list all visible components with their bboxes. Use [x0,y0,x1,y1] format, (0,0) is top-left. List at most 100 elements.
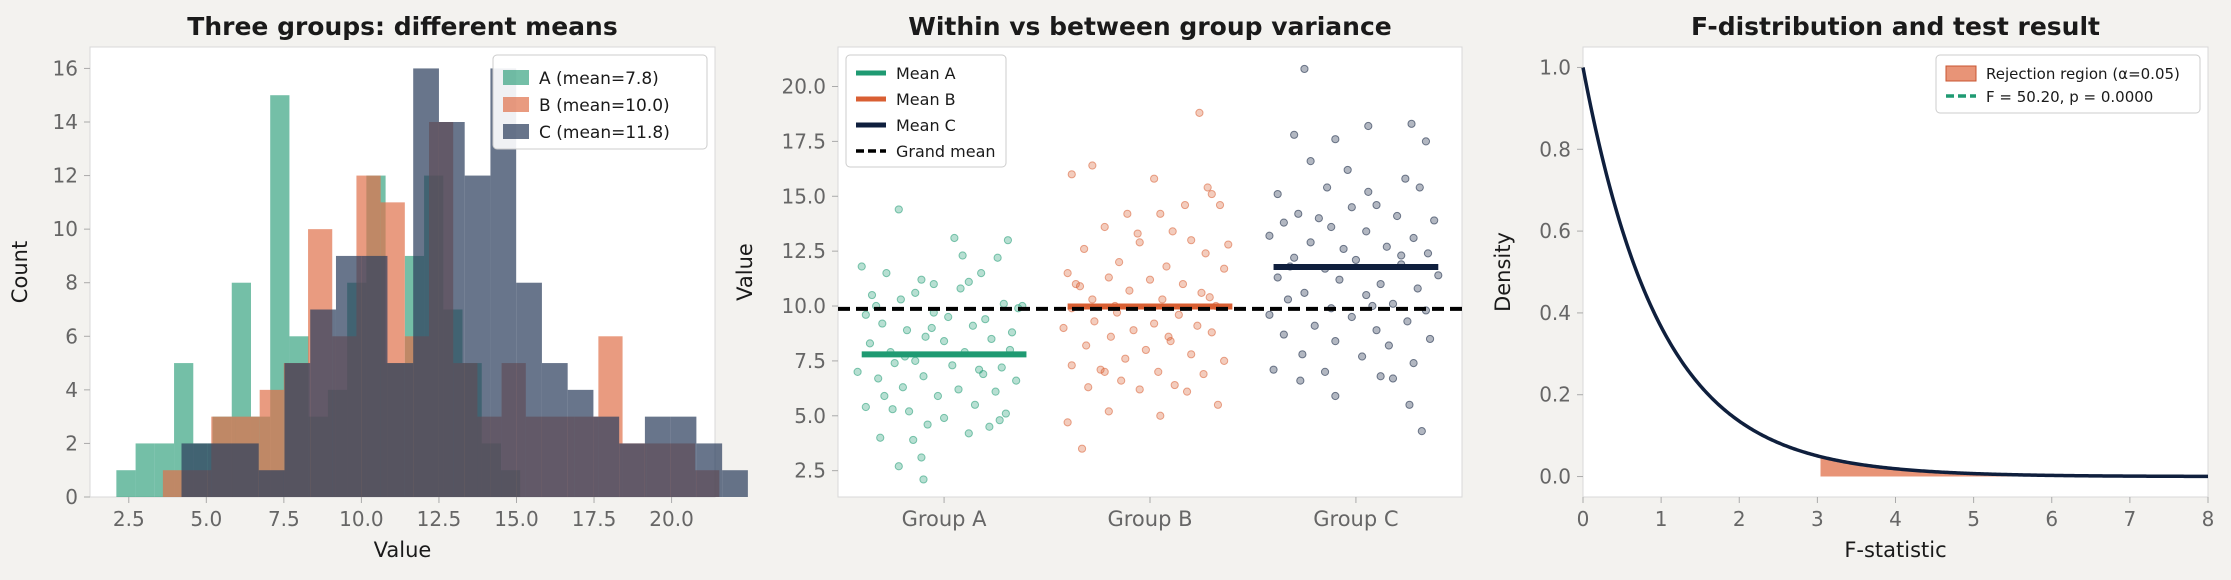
data-point [1205,293,1214,302]
data-point [1199,369,1208,379]
data-point [1168,227,1177,236]
data-point [995,416,1004,425]
data-point [1372,200,1381,210]
data-point [1075,282,1085,291]
data-point [902,326,912,335]
y-tick-label: 15.0 [781,184,826,208]
data-point [1294,209,1303,218]
data-point [1207,328,1216,337]
data-point [1298,350,1307,359]
histogram-bar [207,443,233,497]
y-tick-label: 2.5 [794,459,826,483]
data-point [1310,321,1319,330]
data-point [1182,387,1192,396]
data-point [1088,161,1097,170]
data-point [1327,222,1336,232]
y-tick-label: 20.0 [781,75,826,99]
x-axis-label: F-statistic [1844,538,1946,562]
density-curve [1581,67,2208,479]
data-point [1320,367,1330,376]
legend-label: A (mean=7.8) [539,69,659,89]
histogram-bar [464,175,491,498]
data-point [1158,295,1167,304]
data-point [1401,174,1410,183]
plot-area [1582,46,2209,498]
data-point [1347,203,1356,212]
data-point [927,323,936,333]
histogram-bar [516,282,542,497]
data-point [1121,354,1130,363]
data-point [1125,286,1134,295]
chart-title: F-distribution and test result [1691,12,2100,41]
data-point [1213,400,1223,409]
y-tick-label: 0.6 [1539,219,1571,243]
data-point [964,429,973,438]
legend-label: Mean C [896,116,956,135]
y-tick-label: 0.4 [1539,301,1571,325]
data-point [1170,380,1179,390]
data-point [1314,214,1323,223]
data-point [878,319,887,328]
x-tick-label: 7 [2124,507,2137,531]
data-point [1382,242,1391,251]
legend-box [492,54,708,150]
data-point [1357,352,1367,361]
data-point [1290,130,1299,139]
data-point [1100,222,1109,232]
x-tick-label: 15.0 [494,507,539,531]
y-tick-label: 0.2 [1539,383,1571,407]
data-point [1269,365,1278,374]
data-point [1059,323,1068,333]
data-point [1273,189,1282,199]
data-point [1265,310,1274,319]
data-point [929,279,938,289]
histogram-bar [722,470,748,497]
data-point [1003,236,1013,245]
data-point [876,433,885,442]
data-point [1220,264,1229,273]
data-point [1331,391,1340,401]
y-tick-label: 10 [53,217,78,241]
y-tick-label: 1.0 [1539,55,1571,79]
y-axis-label: Density [1491,232,1515,312]
y-tick-label: 14 [53,110,78,134]
data-point [1104,273,1113,282]
data-point [919,372,928,381]
data-point [1306,157,1315,166]
data-point [921,332,930,341]
data-point [1063,268,1072,278]
data-point [1364,187,1373,196]
x-tick-label: 8 [2202,507,2215,531]
data-point [896,295,905,304]
histogram-bar [438,122,465,497]
data-point [1279,218,1288,227]
legend-label: B (mean=10.0) [539,96,670,116]
x-tick-label: 2.5 [113,507,145,531]
chart-title: Three groups: different means [187,12,617,41]
histogram-bar [593,416,620,497]
data-point [1084,383,1093,392]
data-point [956,284,965,293]
data-point [1273,273,1282,282]
x-tick-label: Group A [902,507,988,531]
data-point [987,334,996,344]
data-point [1362,290,1371,300]
data-point [1417,427,1426,436]
y-axis-label: Count [8,241,32,303]
data-point [894,205,903,214]
data-point [880,391,889,401]
x-tick-label: 6 [2045,507,2058,531]
data-point [1187,236,1196,245]
x-tick-label: 0 [1577,507,1590,531]
data-point [1166,337,1175,346]
data-point [1409,233,1418,243]
y-tick-label: 16 [53,56,78,80]
f-distribution-panel: F-distribution and test result 0 1 2 3 4 5 6 7 8 0… [1491,12,2214,562]
histogram-panel: Three groups: different means 2.5 5.0 7.5 10… [8,12,748,562]
data-point [894,462,903,471]
data-point [1306,238,1315,247]
data-point [1115,258,1124,267]
data-point [919,475,928,484]
x-tick-label: 4 [1889,507,1902,531]
y-tick-label: 6 [65,324,78,348]
